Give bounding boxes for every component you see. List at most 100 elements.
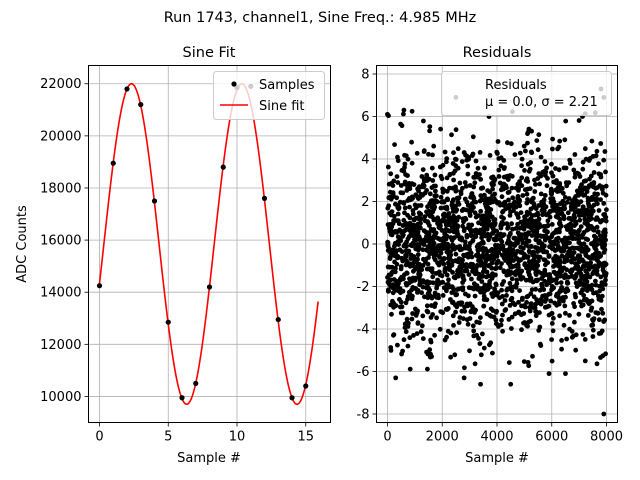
residual-point: [500, 294, 505, 299]
residual-point: [563, 118, 569, 124]
residual-point: [524, 200, 530, 206]
residual-point: [528, 225, 533, 230]
residual-point: [602, 149, 608, 154]
residual-point: [553, 214, 559, 220]
residual-point: [459, 257, 464, 262]
residual-point: [557, 273, 563, 279]
sample-point: [303, 383, 309, 389]
residual-point: [446, 218, 451, 223]
residual-outlier-point: [563, 371, 568, 377]
residual-point: [385, 164, 391, 170]
residual-point: [463, 207, 469, 213]
residual-point: [409, 160, 415, 166]
residual-point: [440, 293, 446, 298]
residual-point: [581, 230, 587, 235]
residual-point: [395, 154, 400, 160]
residual-point: [589, 298, 595, 304]
residual-point: [572, 304, 577, 310]
residual-point: [580, 302, 586, 308]
residual-point: [407, 204, 412, 210]
residual-point: [455, 224, 460, 230]
residual-point: [522, 187, 528, 193]
residual-point: [434, 279, 440, 285]
residual-point: [533, 270, 539, 276]
residual-point: [449, 290, 455, 295]
residual-point: [467, 301, 473, 307]
residual-point: [602, 260, 607, 266]
residual-point: [445, 328, 451, 334]
residual-point: [390, 183, 396, 189]
residual-point: [561, 213, 567, 219]
residual-point: [509, 270, 515, 276]
residual-point: [576, 232, 581, 238]
residual-point: [469, 308, 474, 313]
residual-point: [567, 157, 573, 163]
residual-point: [574, 271, 579, 277]
residual-point: [589, 138, 595, 144]
residual-point: [592, 191, 598, 197]
residual-point: [453, 157, 459, 162]
residual-point: [499, 194, 505, 200]
residual-point: [542, 159, 548, 165]
residual-point: [576, 257, 582, 263]
residual-point: [569, 258, 574, 264]
residual-point: [533, 301, 539, 307]
residual-point: [541, 287, 547, 292]
residual-point: [480, 245, 486, 251]
residual-point: [496, 167, 502, 173]
residual-point: [527, 186, 533, 192]
residual-point: [470, 134, 476, 140]
residual-point: [432, 172, 438, 178]
residual-point: [562, 206, 568, 211]
residual-point: [520, 240, 526, 246]
residual-point: [523, 277, 529, 283]
residual-point: [541, 257, 547, 263]
residual-point: [415, 308, 420, 314]
residual-point: [528, 149, 534, 155]
residual-point: [569, 230, 575, 236]
residual-point: [525, 131, 530, 137]
residual-point: [550, 277, 556, 283]
residual-point: [578, 224, 584, 230]
residual-point: [434, 283, 440, 289]
residual-point: [482, 231, 488, 237]
residual-point: [558, 280, 564, 285]
sine-fit-legend-box: [213, 71, 325, 120]
residual-point: [557, 226, 562, 232]
residual-point: [590, 334, 596, 339]
sine-fit-y-tick-label: 22000: [40, 77, 81, 92]
residual-point: [500, 312, 505, 318]
residual-point: [462, 253, 468, 259]
residuals-x-label: Sample #: [465, 451, 529, 466]
residual-point: [561, 165, 567, 171]
residual-point: [534, 297, 540, 303]
residual-point: [545, 229, 550, 235]
residual-point: [427, 266, 433, 271]
residual-point: [590, 227, 596, 233]
residual-point: [552, 300, 558, 306]
residual-point: [474, 262, 480, 268]
residual-point: [459, 237, 465, 243]
residual-point: [399, 351, 404, 357]
sine-fit-y-tick-label: 12000: [40, 338, 81, 353]
residual-point: [601, 157, 607, 163]
residual-point: [474, 319, 480, 325]
sine-fit-x-tick-label: 0: [95, 430, 103, 445]
residual-point: [562, 137, 568, 143]
residual-point: [396, 281, 401, 286]
residual-point: [483, 285, 489, 291]
residual-point: [519, 156, 525, 162]
residual-point: [523, 148, 528, 154]
residual-point: [597, 288, 602, 294]
residual-point: [452, 275, 458, 281]
residual-point: [550, 136, 555, 142]
residual-point: [506, 317, 512, 322]
residual-point: [563, 224, 569, 230]
residual-point: [573, 280, 579, 286]
residual-point: [520, 193, 526, 198]
residual-point: [573, 194, 579, 199]
residual-point: [404, 282, 409, 288]
residual-point: [578, 199, 584, 205]
residual-point: [440, 189, 446, 195]
residual-point: [405, 259, 410, 265]
